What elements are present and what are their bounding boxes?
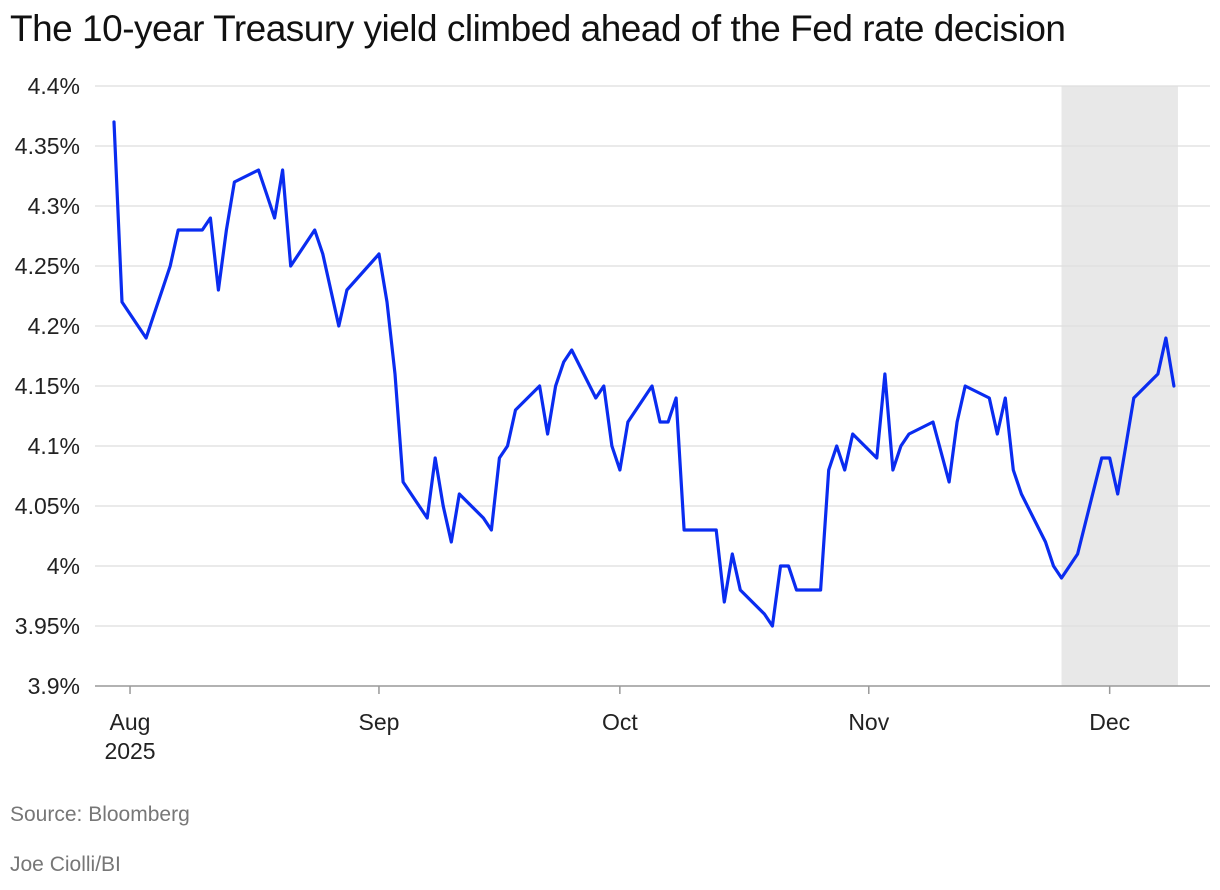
y-tick-label: 4.05% xyxy=(15,493,80,519)
y-tick-label: 4.15% xyxy=(15,373,80,399)
y-tick-label: 4.4% xyxy=(28,73,80,99)
y-tick-label: 4.2% xyxy=(28,313,80,339)
y-tick-label: 4.25% xyxy=(15,253,80,279)
series-layer xyxy=(112,120,1176,628)
x-tick-label: Oct xyxy=(602,709,638,735)
y-tick-label: 3.9% xyxy=(28,673,80,699)
x-tick-label: Dec xyxy=(1089,709,1130,735)
credit-note: Joe Ciolli/BI xyxy=(10,853,121,876)
source-note: Source: Bloomberg xyxy=(10,803,190,826)
grid-layer xyxy=(95,85,1210,687)
x-tick-sublabel: 2025 xyxy=(104,738,155,764)
series-line-10-year-treasury-yield xyxy=(112,120,1176,628)
y-tick-label: 4% xyxy=(47,553,80,579)
x-axis: Aug 2025 Sep Oct Nov Dec xyxy=(104,686,1130,764)
y-tick-label: 3.95% xyxy=(15,613,80,639)
y-tick-label: 4.3% xyxy=(28,193,80,219)
x-tick-label: Nov xyxy=(848,709,889,735)
x-tick-label: Aug xyxy=(110,709,151,735)
y-tick-label: 4.35% xyxy=(15,133,80,159)
y-axis: 3.9% 3.95% 4% 4.05% 4.1% 4.15% 4.2% 4.25% 4.3% 4.… xyxy=(15,73,80,699)
x-tick-label: Sep xyxy=(358,709,399,735)
y-tick-label: 4.1% xyxy=(28,433,80,459)
chart-title: The 10-year Treasury yield climbed ahead… xyxy=(10,8,1066,49)
